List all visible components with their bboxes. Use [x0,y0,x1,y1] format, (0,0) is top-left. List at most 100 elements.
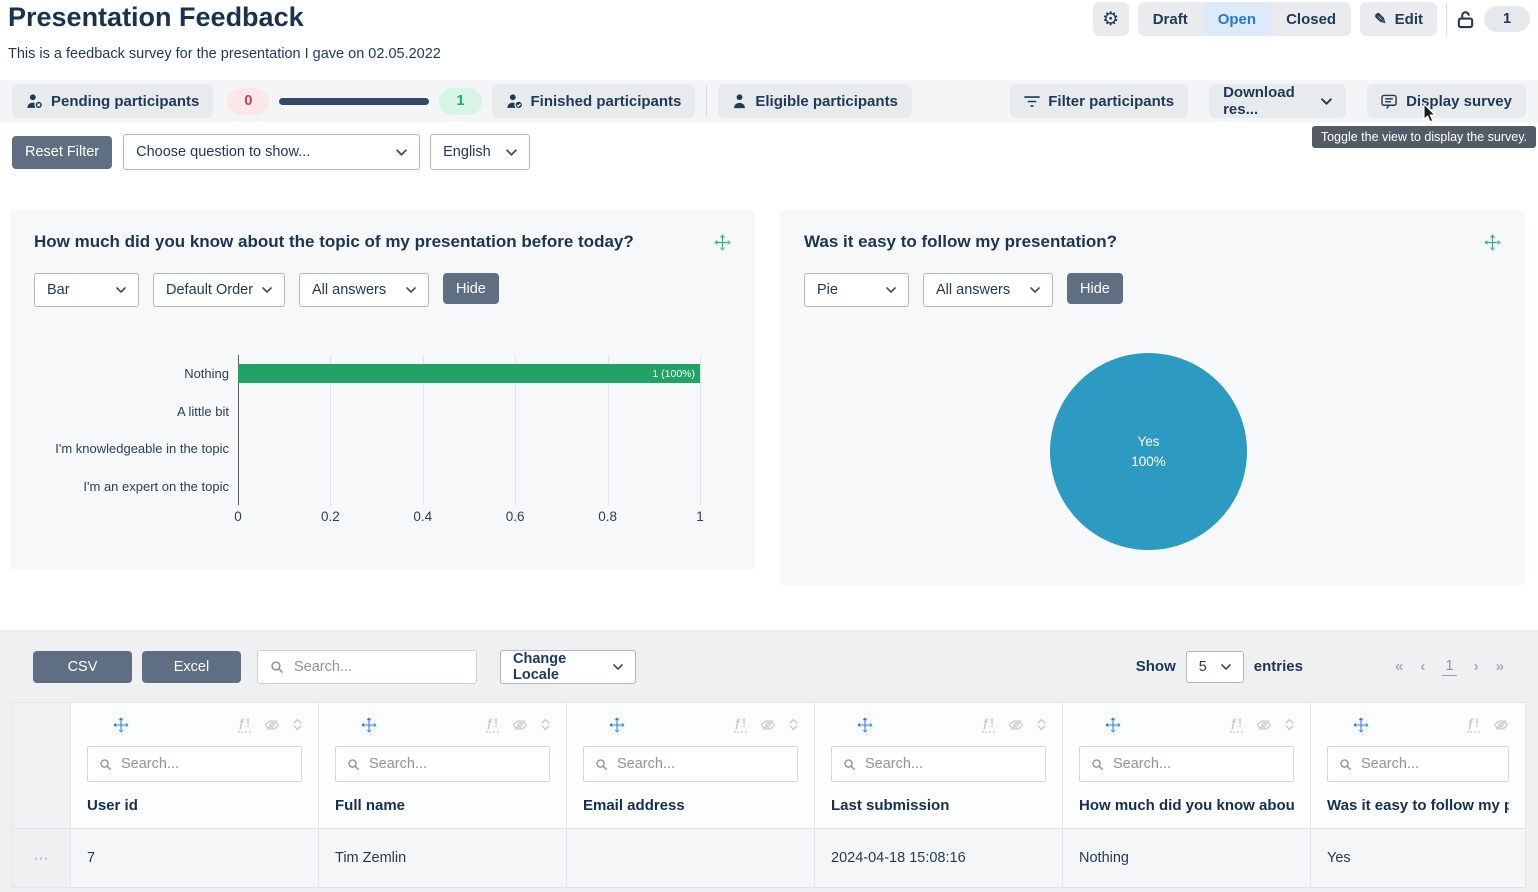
column-search[interactable] [831,746,1046,782]
language-select[interactable]: English [430,134,531,170]
finished-participants-button[interactable]: Finished participants [491,84,696,118]
header-actions-column [13,703,71,828]
filter-participants-button[interactable]: Filter participants [1010,84,1189,118]
sort-icon[interactable] [1285,718,1294,731]
column-alert-icon[interactable]: ƒ! [1230,716,1243,733]
column-alert-icon[interactable]: ƒ! [486,716,499,733]
chart-type-select[interactable]: Pie [804,273,909,307]
column-title[interactable]: Email address [583,797,685,814]
table-search[interactable] [257,649,477,684]
column-alert-icon[interactable]: ƒ! [982,716,995,733]
column-move-icon[interactable] [857,716,873,733]
page-size-select[interactable]: 5 [1185,650,1244,683]
search-icon [99,758,112,771]
export-excel-button[interactable]: Excel [142,650,241,683]
cell-last-submission: 2024-04-18 15:08:16 [815,829,1063,887]
column-search[interactable] [1079,746,1294,782]
column-title[interactable]: Full name [335,797,406,814]
column-move-icon[interactable] [113,716,129,733]
eye-slash-icon[interactable] [264,717,280,733]
x-tick: 0 [234,509,242,524]
bar-nothing[interactable]: 1 (100%) [238,364,700,384]
column-alert-icon[interactable]: ƒ! [1467,716,1480,733]
column-title[interactable]: Was it easy to follow my presentation? [1327,797,1509,814]
column-move-icon[interactable] [1105,716,1121,733]
column-move-icon[interactable] [361,716,377,733]
person-x-icon [26,93,43,110]
column-move-icon[interactable] [609,716,625,733]
question-select[interactable]: Choose question to show... [123,134,421,170]
order-select[interactable]: Default Order [153,273,285,307]
pie-chart-card: Was it easy to follow my presentation? P… [780,210,1525,585]
table-search-input[interactable] [294,658,464,675]
edit-button[interactable]: ✎ Edit [1360,2,1437,36]
pie-percent: 100% [1131,453,1166,469]
answers-select[interactable]: All answers [299,273,429,307]
chart-type-select[interactable]: Bar [34,273,139,307]
eye-slash-icon[interactable] [760,717,776,733]
column-search[interactable] [87,746,302,782]
download-results-dropdown[interactable]: Download res... [1209,84,1347,118]
page-size-value: 5 [1198,658,1207,675]
pagination-prev-button[interactable]: ‹ [1420,658,1426,675]
sort-icon[interactable] [1037,718,1046,731]
export-csv-button[interactable]: CSV [33,650,132,683]
column-search[interactable] [583,746,798,782]
pagination-next-button[interactable]: › [1473,658,1479,675]
pagination-last-button[interactable]: » [1495,658,1504,675]
eye-slash-icon[interactable] [1256,717,1272,733]
column-title[interactable]: User id [87,797,138,814]
download-results-label: Download res... [1223,84,1295,118]
column-search[interactable] [335,746,550,782]
column-title[interactable]: Last submission [831,797,950,814]
row-actions-button[interactable]: ⋯ [13,829,71,887]
hide-chart-button[interactable]: Hide [1067,273,1123,304]
answers-value: All answers [936,282,1011,298]
column-title[interactable]: How much did you know about the topic of… [1079,797,1294,814]
participants-progress-bar[interactable] [279,97,430,105]
x-tick: 0.8 [598,509,617,524]
eye-slash-icon[interactable] [1493,717,1509,733]
move-icon[interactable] [714,234,731,251]
column-search[interactable] [1327,746,1509,782]
display-survey-button[interactable]: Display survey [1367,84,1526,118]
reset-filter-button[interactable]: Reset Filter [12,135,113,169]
chevron-down-icon [613,663,623,670]
column-search-input[interactable] [369,756,538,772]
answers-select[interactable]: All answers [923,273,1053,307]
sort-icon[interactable] [789,718,798,731]
tab-draft[interactable]: Draft [1152,10,1188,28]
pagination-page-1[interactable]: 1 [1442,657,1457,676]
question-select-value: Choose question to show... [136,144,311,160]
sort-icon[interactable] [293,718,302,731]
column-header-email: ƒ! Email address [567,703,815,828]
column-search-input[interactable] [865,756,1034,772]
unlock-icon[interactable] [1456,9,1475,30]
settings-button[interactable]: ⚙ [1092,2,1129,36]
tab-open[interactable]: Open [1202,2,1272,36]
column-alert-icon[interactable]: ƒ! [734,716,747,733]
column-search-input[interactable] [1113,756,1282,772]
eye-slash-icon[interactable] [1008,717,1024,733]
table-row[interactable]: ⋯ 7 Tim Zemlin 2024-04-18 15:08:16 Nothi… [13,828,1525,888]
column-search-input[interactable] [1361,756,1497,772]
sort-icon[interactable] [541,718,550,731]
move-icon[interactable] [1484,234,1501,251]
eye-slash-icon[interactable] [512,717,528,733]
column-move-icon[interactable] [1353,716,1369,733]
change-locale-select[interactable]: Change Locale [500,649,636,684]
column-header-question-1: ƒ! How much did you know about the topic… [1063,703,1311,828]
hide-chart-button[interactable]: Hide [443,273,499,304]
pie-slice-yes[interactable]: Yes 100% [1050,353,1247,550]
column-search-input[interactable] [121,756,290,772]
pending-participants-button[interactable]: Pending participants [12,84,214,118]
search-icon [1339,758,1352,771]
eligible-participants-label: Eligible participants [755,92,898,110]
chart-type-value: Pie [817,282,838,298]
column-alert-icon[interactable]: ƒ! [238,716,251,733]
eligible-participants-button[interactable]: Eligible participants [718,84,912,118]
tab-closed[interactable]: Closed [1286,10,1337,28]
column-search-input[interactable] [617,756,786,772]
pagination-first-button[interactable]: « [1394,658,1404,675]
